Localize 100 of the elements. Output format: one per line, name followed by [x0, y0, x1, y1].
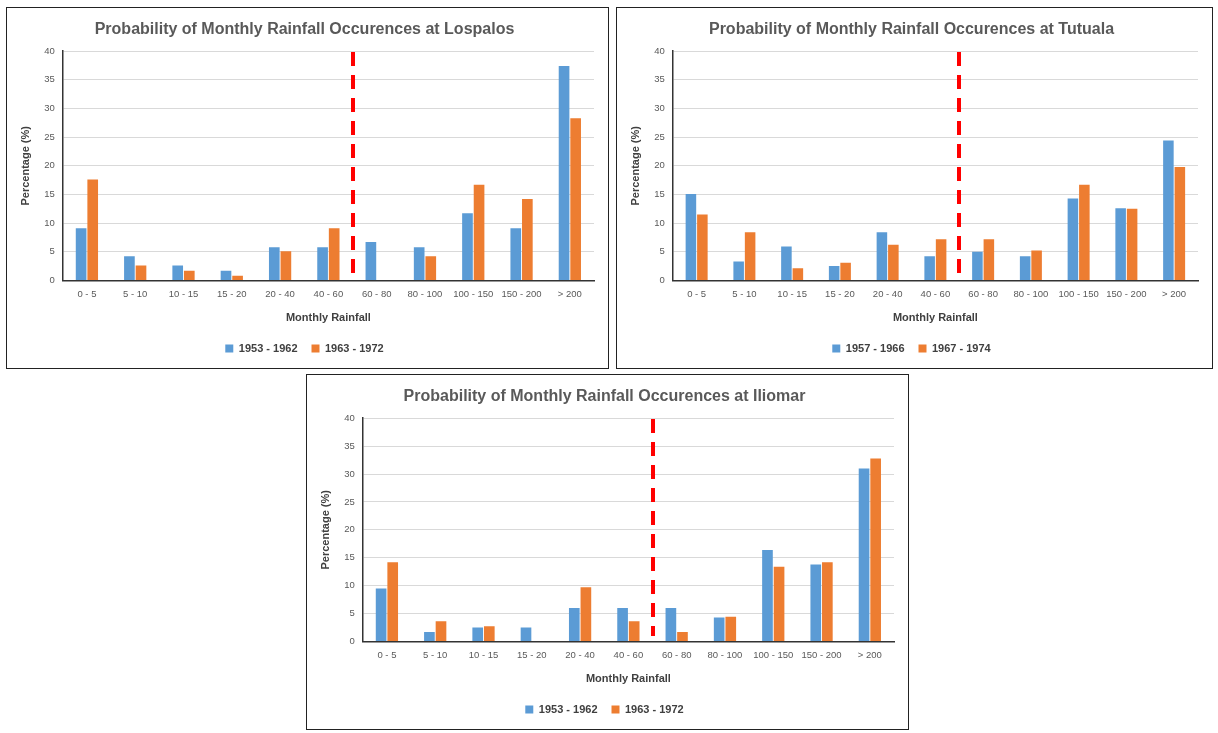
bar [617, 607, 628, 641]
x-tick-label: 80 - 100 [707, 648, 743, 660]
bar [828, 266, 840, 280]
bar [328, 228, 340, 280]
x-tick-label: 20 - 40 [565, 648, 595, 660]
bar [413, 247, 425, 280]
bar [232, 275, 243, 280]
x-tick-label: 60 - 80 [661, 648, 692, 660]
x-tick-label: 10 - 15 [468, 648, 499, 660]
y-tick-label: 20 [654, 159, 665, 171]
y-tick-label: 25 [344, 495, 355, 507]
bar [1163, 140, 1174, 280]
x-tick-label: 0 - 5 [77, 287, 97, 299]
chart-title: Probability of Monthly Rainfall Occurences at Tutuala [708, 20, 1115, 38]
x-axis-title: Monthly Rainfall [585, 672, 671, 685]
bar [462, 213, 473, 280]
x-axis-title: Monthly Rainfall [285, 311, 371, 324]
bar [87, 179, 99, 280]
bar [473, 184, 485, 280]
x-tick-label: > 200 [557, 287, 582, 299]
bar [858, 468, 870, 641]
bar [220, 270, 232, 280]
x-tick-label: 150 - 200 [1106, 287, 1147, 299]
bar [510, 228, 522, 280]
y-tick-label: 35 [654, 73, 665, 85]
bar [568, 607, 580, 641]
x-tick-label: 10 - 15 [777, 287, 807, 299]
y-tick-label: 20 [44, 159, 55, 171]
bar [522, 199, 533, 280]
x-tick-label: 15 - 20 [825, 287, 855, 299]
x-tick-label: 150 - 200 [501, 287, 542, 299]
bar [124, 256, 135, 280]
bar [1174, 166, 1186, 280]
y-tick-label: 40 [344, 411, 355, 423]
bar [773, 566, 785, 641]
x-tick-label: 0 - 5 [687, 287, 707, 299]
x-tick-label: > 200 [857, 648, 882, 660]
bar [677, 631, 688, 641]
y-tick-label: 0 [49, 274, 55, 286]
bar [520, 627, 532, 641]
bar [570, 118, 581, 280]
y-tick-label: 10 [654, 216, 665, 228]
bar [558, 66, 570, 280]
bar [725, 616, 737, 641]
y-tick-label: 30 [344, 467, 355, 479]
bar [762, 549, 773, 641]
y-tick-label: 15 [654, 188, 665, 200]
bar [1126, 208, 1138, 280]
legend-label: 1963 - 1972 [325, 341, 384, 354]
x-tick-label: 60 - 80 [361, 287, 392, 299]
bar [870, 458, 881, 641]
y-tick-label: 0 [659, 274, 665, 286]
x-tick-label: 5 - 10 [732, 287, 757, 299]
bar [425, 256, 437, 280]
bar [472, 627, 484, 641]
y-tick-label: 5 [49, 245, 55, 257]
y-tick-label: 40 [44, 44, 55, 56]
x-tick-label: 20 - 40 [872, 287, 903, 299]
bar [733, 261, 744, 280]
bar [1031, 250, 1042, 280]
y-tick-label: 0 [349, 635, 355, 647]
bar [172, 265, 184, 280]
y-axis-title: Percentage (%) [18, 125, 31, 206]
bar [744, 232, 756, 280]
bar [135, 265, 147, 280]
bar [840, 262, 851, 280]
y-axis-title: Percentage (%) [628, 125, 641, 206]
x-tick-label: 40 - 60 [920, 287, 951, 299]
y-tick-label: 15 [344, 551, 355, 563]
y-tick-label: 5 [349, 607, 355, 619]
bar [628, 621, 640, 641]
x-tick-label: 20 - 40 [265, 287, 295, 299]
bar [435, 621, 447, 641]
x-tick-label: 150 - 200 [801, 648, 842, 660]
x-tick-label: 15 - 20 [517, 648, 547, 660]
y-tick-label: 30 [654, 102, 665, 114]
y-tick-label: 30 [44, 102, 55, 114]
x-tick-label: 5 - 10 [123, 287, 148, 299]
bar [75, 228, 87, 280]
bar [424, 631, 435, 641]
bar [365, 242, 377, 280]
y-tick-label: 15 [44, 188, 55, 200]
bar [792, 268, 804, 280]
bar [935, 239, 947, 280]
bar [387, 562, 399, 641]
x-tick-label: 100 - 150 [1058, 287, 1099, 299]
bar [876, 232, 888, 280]
bar [1067, 198, 1079, 280]
bar [888, 244, 899, 280]
bar [822, 562, 833, 641]
y-tick-label: 40 [654, 44, 665, 56]
bar [375, 588, 387, 641]
bar [183, 270, 195, 280]
bar [1079, 184, 1090, 280]
bar [983, 239, 995, 280]
x-tick-label: 80 - 100 [1013, 287, 1049, 299]
x-tick-label: 60 - 80 [968, 287, 998, 299]
bar [810, 564, 822, 641]
bar [697, 214, 708, 280]
x-tick-label: 100 - 150 [753, 648, 794, 660]
